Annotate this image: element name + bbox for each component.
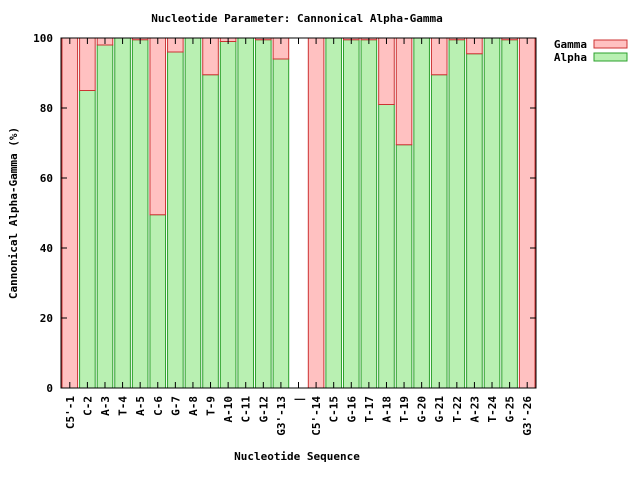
y-axis: 0 20 40 60 80 100 [33,32,536,395]
x-tick-label-15: C-15 [328,396,341,423]
bar-alpha-24 [483,37,501,389]
bar-alpha-15 [325,37,342,389]
y-tick-label-4: 80 [40,102,53,115]
bar-alpha-5 [149,214,167,389]
bar-alpha-23 [466,53,483,389]
x-tick-label-14: C5'-14 [310,396,323,436]
x-tick-label-11: G-12 [257,396,270,423]
x-tick-label-2: A-3 [99,396,112,416]
bar-alpha-16 [342,39,360,389]
y-tick-label-1: 20 [40,312,53,325]
x-tick-label-26: G3'-26 [521,396,534,436]
x-tick-label-19: T-19 [398,396,411,423]
x-axis: C5'-1 C-2 A-3 T-4 A-5 C-6 G-7 A-8 T-9 A-10 C-11 G-1… [64,38,534,436]
bar-gamma-19 [395,37,413,146]
x-tick-label-20: G-20 [416,396,429,423]
legend-label-alpha: Alpha [554,51,587,64]
legend-label-gamma: Gamma [554,38,587,51]
x-tick-label-16: G-16 [345,396,358,423]
bar-alpha-18 [378,104,395,389]
bar-alpha-17 [360,39,378,389]
x-tick-label-6: G-7 [169,396,182,416]
bar-alpha-4 [131,39,149,389]
legend-swatch-gamma [593,39,628,49]
x-tick-label-3: T-4 [117,396,130,416]
bar-alpha-3 [114,37,131,389]
bar-alpha-9 [219,41,237,389]
x-tick-label-13: | [293,396,306,403]
bar-gamma-26 [518,37,536,389]
x-tick-label-9: A-10 [222,396,235,423]
chart-title: Nucleotide Parameter: Cannonical Alpha-G… [151,12,442,25]
y-tick-label-3: 60 [40,172,53,185]
x-tick-label-25: G-25 [504,396,517,423]
x-tick-label-23: A-23 [468,396,481,423]
x-tick-label-7: A-8 [187,396,200,416]
x-tick-label-12: G3'-13 [275,396,288,436]
bar-gamma-1 [79,37,96,91]
y-tick-label-5: 100 [33,32,53,45]
bars-group [61,37,536,389]
bar-alpha-25 [501,39,518,389]
x-tick-label-18: A-18 [380,396,393,423]
x-tick-label-22: T-22 [451,396,464,423]
bar-gamma-18 [378,37,395,105]
x-tick-label-5: C-6 [152,396,165,416]
bar-alpha-20 [413,37,430,389]
bar-alpha-11 [255,39,272,389]
x-tick-label-0: C5'-1 [64,396,77,429]
bar-alpha-1 [79,90,96,389]
bar-alpha-12 [272,58,290,389]
bar-alpha-7 [184,37,202,389]
x-tick-label-24: T-24 [486,396,499,423]
bar-gamma-0 [61,37,79,389]
x-tick-label-1: C-2 [81,396,94,416]
bar-alpha-22 [448,39,466,389]
y-axis-label: Cannonical Alpha-Gamma (%) [7,127,20,299]
bar-alpha-6 [167,51,184,389]
y-tick-label-0: 0 [46,382,53,395]
x-tick-label-8: T-9 [205,396,218,416]
x-tick-label-10: C-11 [240,396,253,423]
x-tick-label-21: G-21 [433,396,446,423]
y-tick-label-2: 40 [40,242,53,255]
x-tick-label-4: A-5 [134,396,147,416]
bar-alpha-19 [395,144,413,389]
x-tick-label-17: T-17 [363,396,376,423]
x-axis-label: Nucleotide Sequence [234,450,360,463]
bar-gamma-5 [149,37,167,216]
bar-alpha-2 [96,44,114,389]
bar-alpha-21 [430,74,448,389]
bar-alpha-10 [237,37,255,389]
bar-alpha-8 [202,74,219,389]
bar-gamma-14 [307,37,325,389]
legend-swatch-alpha [593,52,628,62]
